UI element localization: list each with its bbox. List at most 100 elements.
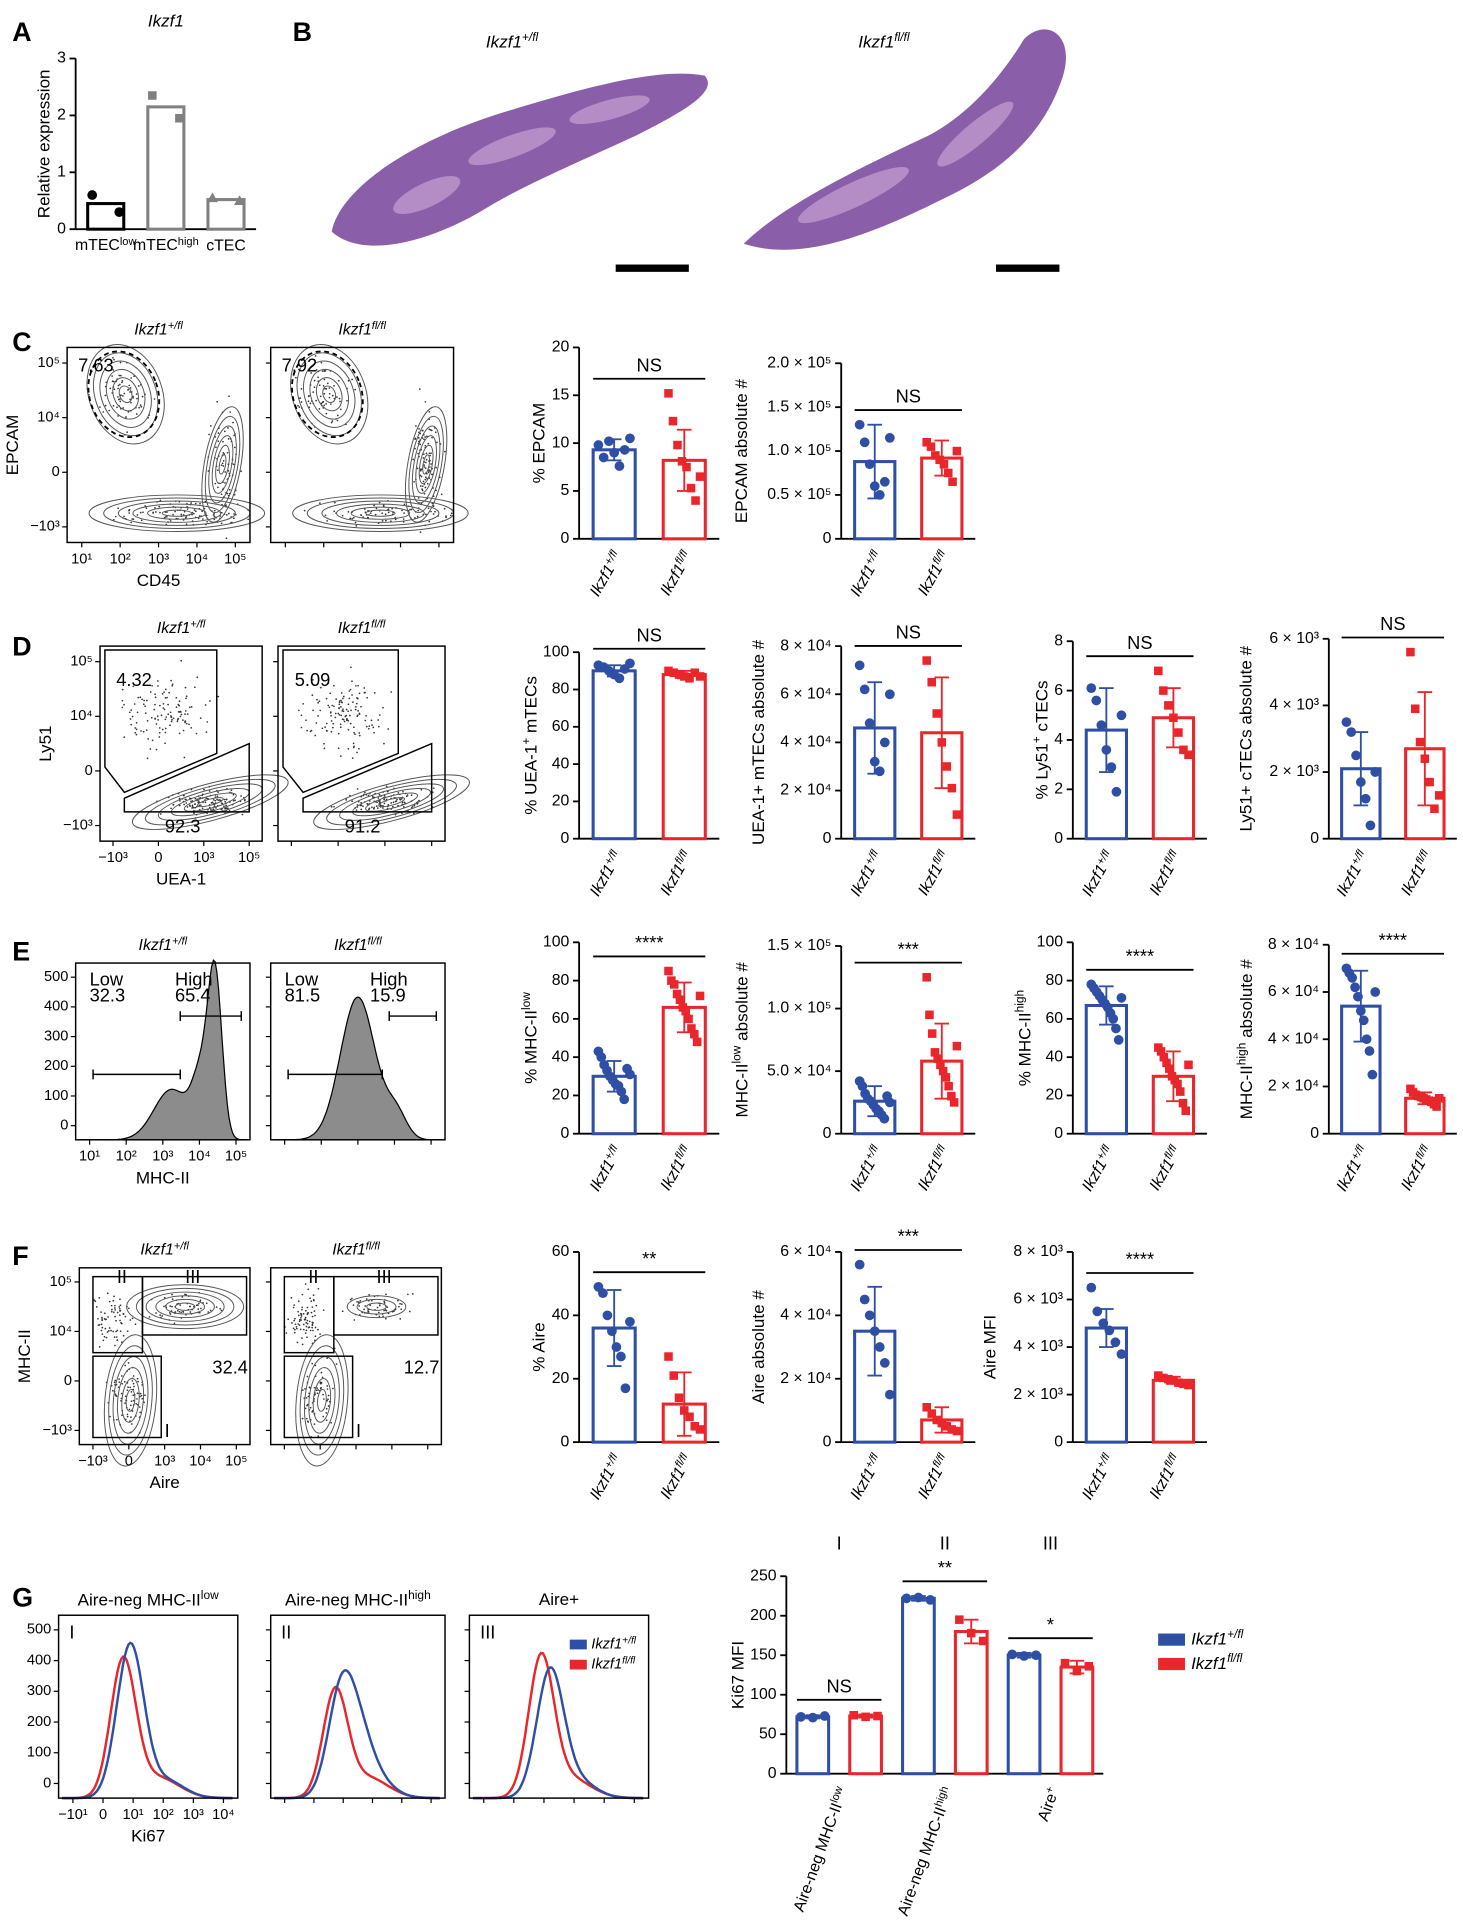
event-dot — [291, 1322, 293, 1324]
event-dot — [114, 1304, 116, 1307]
event-dot — [342, 708, 344, 711]
event-dot — [330, 720, 333, 722]
event-dot — [294, 1317, 296, 1320]
contour — [155, 1295, 215, 1319]
data-point — [674, 1393, 684, 1403]
text-part: absolute # — [732, 962, 751, 1046]
event-dot — [174, 510, 176, 513]
significance-label: ** — [938, 1557, 952, 1578]
gate-label: Low — [90, 969, 124, 990]
event-dot — [315, 368, 318, 371]
y-tick-label: 100 — [1037, 934, 1064, 951]
event-dot — [301, 1417, 304, 1420]
y-tick-label: 8 × 10⁴ — [1268, 936, 1319, 953]
event-dot — [124, 1315, 127, 1318]
event-dot — [365, 714, 367, 717]
event-dot — [132, 1394, 135, 1397]
event-dot — [170, 807, 172, 810]
contour — [208, 425, 237, 504]
contour — [339, 783, 444, 821]
event-dot — [314, 1393, 317, 1395]
y-tick-label: 0 — [768, 1765, 777, 1782]
contour — [88, 494, 266, 532]
event-dot — [298, 1320, 301, 1323]
event-dot — [332, 726, 334, 729]
event-dot — [123, 515, 125, 518]
event-dot — [131, 715, 134, 718]
bar — [953, 1630, 989, 1776]
gate — [302, 742, 433, 813]
x-tick-label: 0 — [99, 1807, 107, 1823]
event-dot — [140, 1394, 143, 1397]
x-tick-label: 10³ — [154, 1453, 175, 1469]
y-tick-label: 4 × 10³ — [1013, 1338, 1063, 1355]
event-dot — [189, 805, 191, 807]
event-dot — [158, 736, 161, 738]
event-dot — [240, 470, 242, 473]
data-point — [1370, 987, 1381, 997]
data-point — [1091, 695, 1102, 706]
event-dot — [376, 807, 379, 809]
event-dot — [373, 807, 375, 810]
event-dot — [119, 1304, 122, 1307]
event-dot — [332, 722, 335, 725]
y-tick-label: 0 — [43, 1775, 51, 1791]
data-point — [947, 783, 957, 793]
event-dot — [201, 510, 203, 513]
event-dot — [405, 795, 408, 798]
y-tick-label: 2 × 10⁴ — [780, 782, 831, 799]
event-dot — [412, 458, 415, 461]
medulla — [569, 95, 650, 124]
event-dot — [399, 1317, 402, 1320]
event-dot — [168, 691, 171, 694]
event-dot — [444, 450, 446, 453]
event-dot — [316, 1387, 318, 1389]
text-part: MHC-II — [732, 1064, 751, 1118]
data-point — [175, 113, 184, 123]
event-dot — [176, 720, 179, 723]
event-dot — [111, 375, 113, 377]
event-dot — [159, 499, 162, 502]
event-dot — [314, 1364, 317, 1367]
event-dot — [333, 501, 336, 504]
y-axis-label: EPCAM absolute # — [732, 379, 751, 524]
data-point — [1434, 791, 1444, 800]
data-point — [679, 1406, 689, 1415]
event-dot — [88, 393, 90, 396]
bar — [1151, 1378, 1196, 1444]
contour — [312, 1378, 332, 1423]
event-dot — [333, 805, 335, 808]
event-dot — [137, 385, 140, 387]
y-axis-label: EPCAM — [3, 415, 22, 476]
event-dot — [414, 437, 417, 440]
data-point — [932, 709, 942, 718]
data-point — [668, 416, 678, 426]
event-dot — [356, 804, 359, 806]
y-axis-label: Aire absolute # — [749, 1290, 768, 1404]
event-dot — [378, 793, 381, 796]
event-dot — [392, 805, 394, 808]
event-dot — [100, 1323, 103, 1326]
event-dot — [311, 1306, 314, 1308]
data-point — [1116, 1349, 1127, 1360]
event-dot — [297, 1310, 299, 1313]
event-dot — [121, 706, 124, 709]
significance-label: NS — [1380, 613, 1405, 634]
event-dot — [226, 451, 229, 454]
event-dot — [385, 1309, 388, 1312]
event-dot — [349, 722, 352, 725]
event-dot — [123, 736, 126, 738]
x-axis-label: MHC-II — [136, 1168, 190, 1187]
event-dot — [311, 1315, 314, 1318]
event-dot — [428, 452, 431, 455]
data-point — [884, 1097, 895, 1108]
event-dot — [343, 720, 346, 723]
event-dot — [130, 1390, 133, 1393]
text-part: fl/fl — [372, 320, 387, 332]
plot-frame — [269, 1614, 446, 1799]
event-dot — [170, 720, 173, 723]
event-dot — [312, 1294, 315, 1296]
panel-letter: G — [12, 1582, 33, 1612]
event-dot — [220, 511, 223, 514]
data-point — [1096, 720, 1107, 731]
